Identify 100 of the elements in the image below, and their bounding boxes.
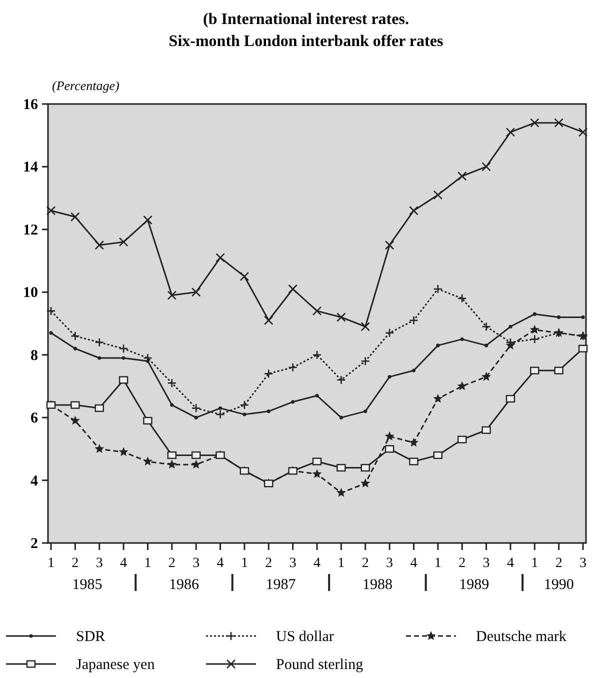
legend-label: Pound sterling [276, 657, 364, 673]
point [457, 381, 467, 390]
point [433, 394, 443, 403]
x-tick-label: 2 [555, 556, 562, 571]
point [554, 366, 564, 374]
point [506, 394, 516, 403]
point [191, 460, 201, 469]
x-tick-label: 4 [216, 556, 224, 571]
point [73, 346, 77, 350]
y-tick-label: 8 [30, 348, 38, 364]
point [384, 328, 394, 338]
text: 1987 [266, 577, 296, 593]
point [170, 403, 174, 407]
x-tick-label: 3 [289, 556, 296, 571]
point [433, 190, 443, 200]
point [118, 447, 128, 456]
point [554, 118, 564, 128]
point [242, 412, 246, 416]
text: 1989 [459, 577, 490, 593]
point [291, 400, 295, 404]
point [70, 416, 80, 425]
point [312, 469, 322, 478]
point [216, 253, 225, 262]
point [288, 362, 298, 372]
point [360, 322, 370, 332]
point [142, 456, 152, 466]
point [191, 404, 201, 413]
point [433, 451, 443, 459]
point [264, 369, 274, 378]
x-tick-label: 2 [458, 556, 466, 571]
point [578, 344, 588, 352]
point [457, 436, 467, 444]
point [143, 416, 152, 425]
point [436, 344, 440, 348]
x-tick-label: 1 [48, 556, 54, 571]
point [557, 315, 561, 320]
point [94, 444, 104, 453]
point [506, 128, 516, 137]
point [118, 344, 128, 354]
x-tick-label: 2 [72, 556, 79, 571]
x-tick-label: 4 [410, 556, 418, 571]
x-tick-label: 1 [144, 556, 152, 571]
y-tick-label: 16 [23, 97, 38, 113]
point [98, 356, 102, 360]
point [312, 458, 322, 466]
point [167, 290, 177, 300]
point [94, 338, 104, 347]
legend-label: SDR [76, 629, 106, 645]
y-tick-label: 14 [23, 160, 38, 176]
x-tick-label: 1 [531, 556, 538, 571]
y-tick-label: 4 [30, 473, 38, 490]
x-tick-label: 3 [192, 556, 200, 571]
point [266, 410, 270, 414]
text: 1990 [544, 577, 574, 593]
point [240, 272, 250, 282]
y-tick-label: 10 [23, 285, 38, 302]
point [409, 206, 418, 216]
y-axis-title: (Percentage) [52, 78, 120, 93]
point [216, 410, 225, 420]
point [288, 284, 298, 294]
x-tick-label: 2 [265, 556, 272, 571]
point [336, 312, 346, 322]
point [360, 478, 370, 488]
point [508, 324, 512, 328]
x-tick-label: 1 [338, 556, 345, 571]
x-tick-label: 3 [482, 556, 490, 571]
point [49, 331, 53, 335]
point [94, 240, 104, 250]
point [457, 294, 467, 304]
point [409, 458, 418, 466]
point [70, 212, 80, 222]
point [167, 451, 177, 459]
point [460, 337, 464, 341]
x-tick-label: 1 [434, 556, 442, 571]
y-tick-label: 2 [30, 536, 38, 552]
point [408, 438, 418, 447]
point [339, 416, 343, 420]
legend-label: Japanese yen [76, 657, 156, 673]
point [360, 464, 370, 472]
point [364, 410, 368, 414]
x-tick-label: 3 [580, 556, 586, 571]
point [409, 316, 418, 326]
point [191, 287, 201, 297]
point [118, 237, 128, 247]
text: 1988 [362, 577, 392, 593]
point [46, 306, 56, 316]
point [167, 378, 177, 388]
x-tick-label: 4 [314, 556, 320, 571]
point [412, 368, 416, 372]
point [484, 344, 488, 348]
point [167, 460, 177, 469]
point [336, 375, 346, 385]
point [532, 312, 536, 316]
point [312, 350, 322, 360]
point [530, 366, 540, 374]
y-tick-label: 12 [23, 222, 38, 238]
point [218, 406, 222, 410]
point [433, 284, 443, 294]
point [122, 356, 126, 360]
point [315, 394, 319, 398]
